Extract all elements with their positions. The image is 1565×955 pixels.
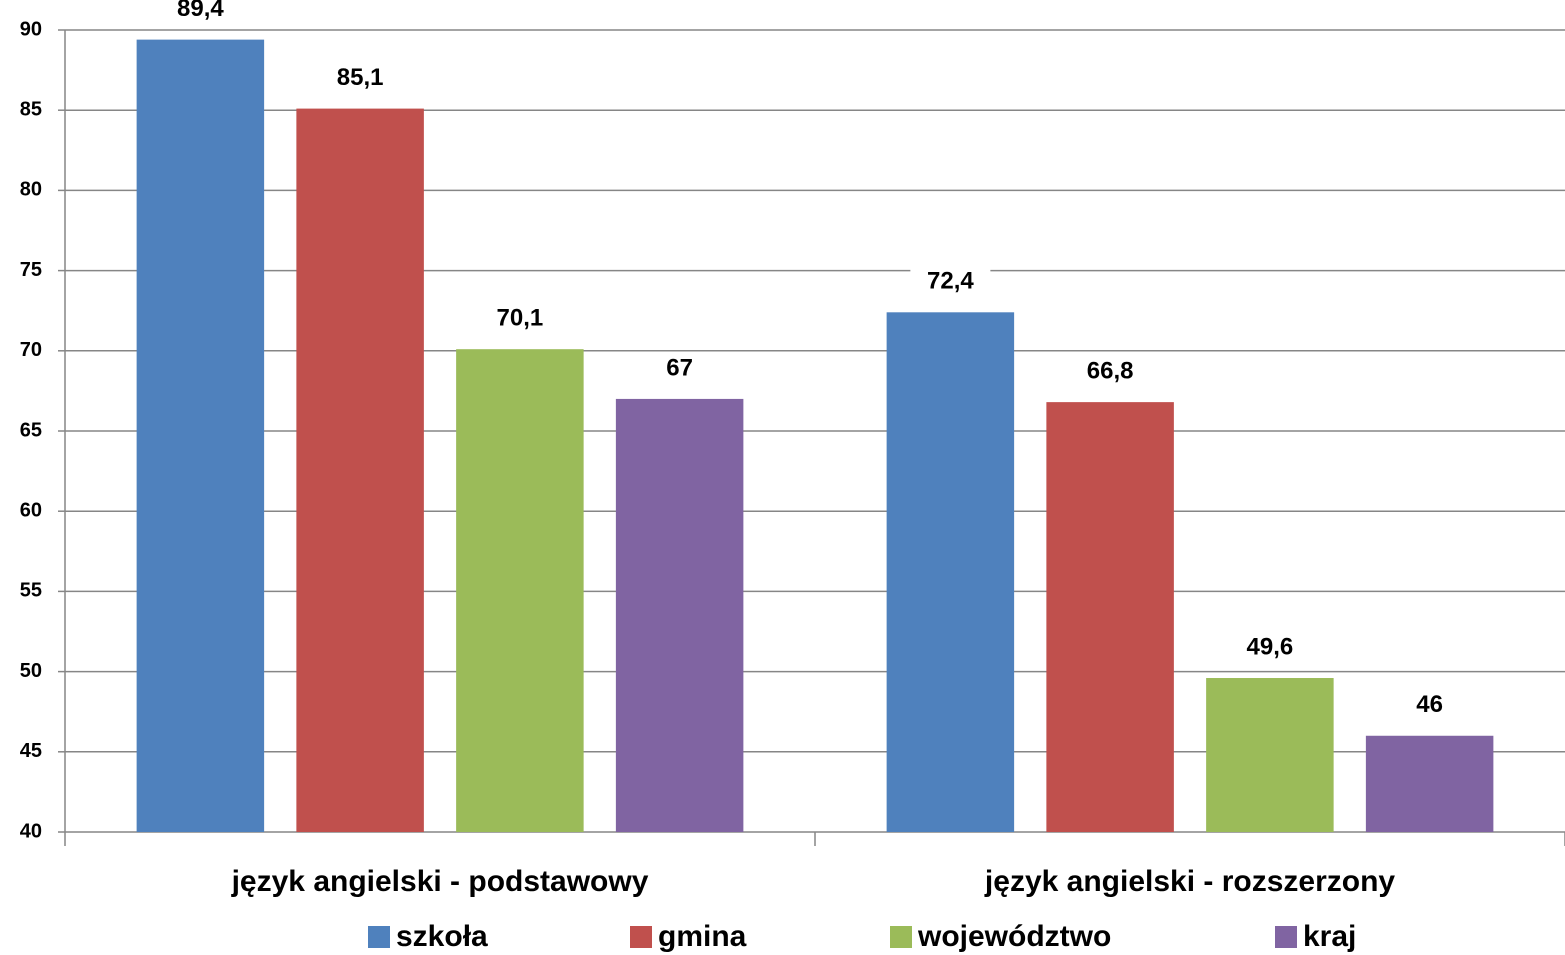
data-label: 89,4 xyxy=(177,0,224,22)
y-tick-label: 55 xyxy=(20,580,42,602)
data-label-background xyxy=(160,0,241,26)
y-tick-label: 75 xyxy=(20,259,42,281)
bar xyxy=(615,398,744,832)
data-label-background xyxy=(320,62,401,95)
x-tick-label: język angielski - rozszerzony xyxy=(984,865,1395,898)
data-label: 46 xyxy=(1416,691,1443,718)
bar xyxy=(1046,402,1174,832)
data-label: 49,6 xyxy=(1247,633,1294,660)
legend-label: kraj xyxy=(1303,920,1356,953)
data-label-background xyxy=(1070,356,1151,389)
y-tick-label: 80 xyxy=(20,179,42,201)
y-tick-label: 60 xyxy=(20,499,42,521)
legend-label: gmina xyxy=(658,920,747,953)
y-tick-label: 70 xyxy=(20,339,42,361)
bar xyxy=(296,108,424,832)
bar xyxy=(886,312,1015,833)
y-tick-label: 40 xyxy=(20,820,42,842)
bar xyxy=(1206,678,1334,832)
legend-label: województwo xyxy=(917,920,1111,953)
legend-swatch xyxy=(1275,926,1297,948)
data-label: 67 xyxy=(666,354,693,381)
y-tick-label: 90 xyxy=(20,18,42,40)
legend-label: szkoła xyxy=(396,920,488,953)
bar xyxy=(136,39,265,832)
data-label-background xyxy=(1229,632,1310,665)
data-label: 66,8 xyxy=(1087,357,1134,384)
bar xyxy=(456,349,584,832)
legend-swatch xyxy=(368,926,390,948)
legend-swatch xyxy=(630,926,652,948)
data-label-background xyxy=(656,352,703,385)
data-label: 85,1 xyxy=(337,64,384,91)
x-tick-label: język angielski - podstawowy xyxy=(231,865,649,898)
data-label: 70,1 xyxy=(497,305,544,332)
bar xyxy=(1365,735,1494,832)
data-label: 72,4 xyxy=(927,268,974,295)
y-tick-label: 45 xyxy=(20,740,42,762)
y-tick-label: 50 xyxy=(20,660,42,682)
y-tick-label: 65 xyxy=(20,419,42,441)
data-label-background xyxy=(1406,689,1453,722)
y-tick-label: 85 xyxy=(20,98,42,120)
data-label-background xyxy=(910,266,991,299)
legend-swatch xyxy=(890,926,912,948)
data-label-background xyxy=(479,303,560,336)
